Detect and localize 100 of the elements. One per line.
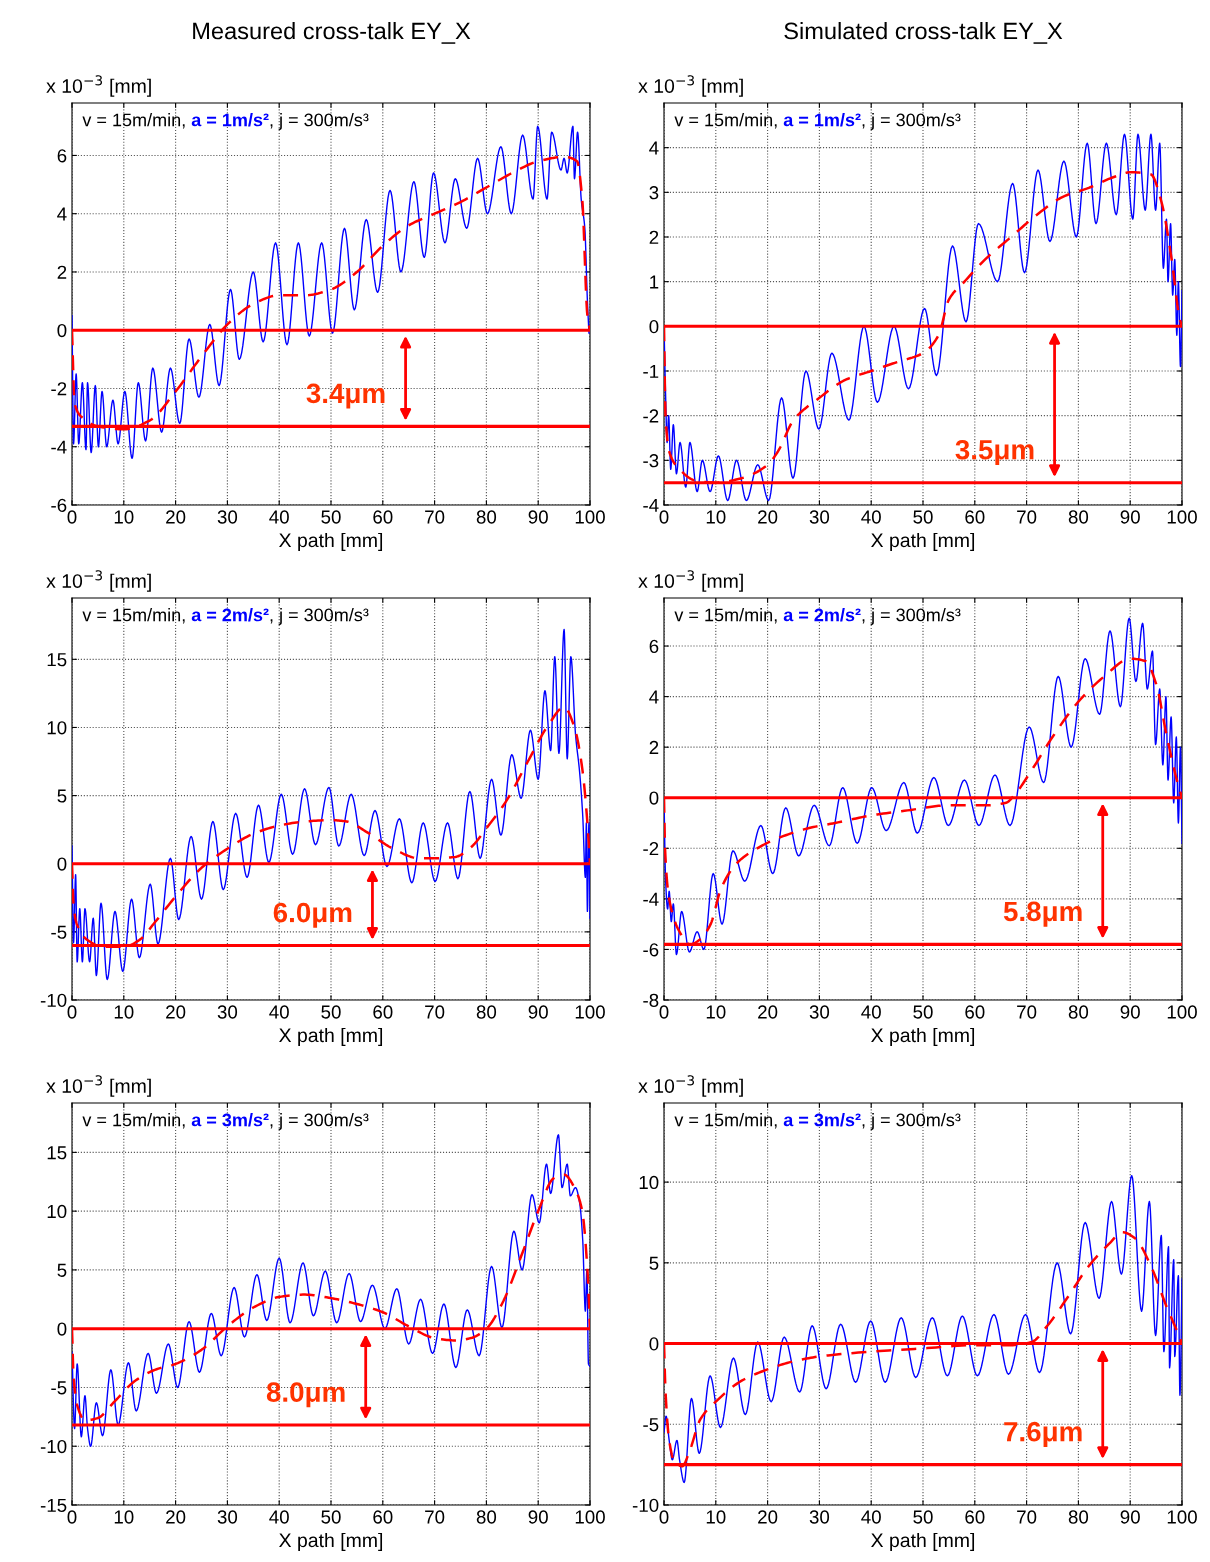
y-tick-label: 5 — [57, 789, 67, 803]
x-tick-label: 100 — [1167, 1510, 1197, 1524]
y-axis-title: x 10$^{−3}$ [mm] — [638, 75, 743, 97]
y-tick-label: -10 — [40, 993, 67, 1007]
y-tick-label: -2 — [643, 842, 659, 856]
text: v = 15m/min, a = 1m/s², j = 300m/s³ — [82, 113, 369, 130]
x-tick-label: 40 — [861, 1005, 881, 1019]
x-tick-label: 70 — [1017, 1005, 1037, 1019]
y-tick-label: 2 — [649, 740, 659, 754]
x-tick-label: 40 — [269, 510, 289, 524]
x-tick-label: 90 — [1120, 1005, 1140, 1019]
y-tick-label: 4 — [649, 141, 659, 155]
y-tick-label: 1 — [650, 275, 659, 289]
x-tick-label: 70 — [425, 1510, 445, 1524]
y-tick-label: 0 — [57, 323, 67, 338]
x-tick-label: 100 — [575, 1510, 605, 1524]
y-tick-label: 0 — [57, 857, 67, 871]
text: v = 15m/min, a = 3m/s², j = 300m/s³ — [674, 1113, 961, 1130]
x-tick-label: 80 — [1068, 1005, 1089, 1019]
y-tick-label: 6 — [649, 639, 659, 654]
x-axis-title: X path [mm] — [279, 1532, 383, 1552]
x-tick-label: 60 — [373, 510, 393, 524]
chart-title: Measured cross-talk EY_X — [193, 22, 471, 44]
x-tick-label: 80 — [476, 1005, 497, 1019]
x-tick-label: 50 — [321, 510, 341, 524]
y-tick-label: 0 — [649, 791, 659, 805]
x-tick-label: 90 — [1120, 1510, 1140, 1524]
x-tick-label: 30 — [217, 510, 238, 524]
x-tick-label: 30 — [217, 1005, 238, 1019]
annotation: 8.0μm — [266, 1382, 345, 1408]
annotation: 7.6μm — [1004, 1421, 1082, 1447]
x-tick-label: 30 — [809, 1510, 830, 1524]
x-tick-label: 30 — [217, 1510, 238, 1524]
y-axis-title: x 10$^{−3}$ [mm] — [638, 1075, 743, 1097]
x-tick-label: 30 — [809, 510, 830, 524]
x-tick-label: 40 — [861, 510, 881, 524]
y-tick-label: -5 — [51, 925, 67, 939]
x-tick-label: 0 — [659, 1005, 669, 1019]
y-tick-label: 5 — [57, 1263, 67, 1277]
x-tick-label: 90 — [1120, 510, 1140, 524]
y-tick-label: -1 — [643, 364, 659, 378]
x-tick-label: 20 — [166, 510, 186, 524]
x-tick-label: 60 — [965, 1510, 985, 1524]
y-axis-title: x 10$^{−3}$ [mm] — [46, 75, 151, 97]
x-tick-label: 0 — [67, 1005, 77, 1019]
x-axis-title: X path [mm] — [871, 532, 975, 552]
y-tick-label: 2 — [649, 230, 659, 244]
x-axis-title: X path [mm] — [279, 532, 383, 552]
x-tick-label: 20 — [758, 1005, 778, 1019]
y-tick-label: 15 — [47, 1146, 67, 1160]
x-tick-label: 20 — [758, 510, 778, 524]
text: v = 15m/min, a = 2m/s², j = 300m/s³ — [82, 608, 369, 625]
y-tick-label: -6 — [643, 943, 659, 957]
annotation: 5.8μm — [1003, 901, 1082, 927]
x-tick-label: 50 — [321, 1510, 341, 1524]
y-tick-label: -8 — [643, 993, 659, 1007]
x-tick-label: 20 — [166, 1005, 186, 1019]
y-tick-label: -5 — [643, 1418, 659, 1432]
x-tick-label: 20 — [758, 1510, 778, 1524]
x-axis-title: X path [mm] — [279, 1027, 383, 1047]
y-tick-label: 5 — [649, 1256, 659, 1270]
x-tick-label: 100 — [1167, 1005, 1197, 1019]
y-tick-label: -4 — [643, 498, 659, 512]
y-axis-title: x 10$^{−3}$ [mm] — [46, 570, 151, 592]
y-tick-label: -4 — [643, 892, 659, 906]
x-tick-label: 80 — [1068, 1510, 1089, 1524]
x-tick-label: 10 — [706, 1005, 726, 1019]
x-tick-label: 40 — [269, 1005, 289, 1019]
y-tick-label: 6 — [57, 149, 67, 163]
x-tick-label: 90 — [528, 1005, 548, 1019]
x-tick-label: 70 — [1017, 510, 1037, 524]
x-tick-label: 10 — [114, 1005, 134, 1019]
x-tick-label: 50 — [913, 1510, 933, 1524]
x-tick-label: 90 — [528, 1510, 548, 1524]
x-tick-label: 0 — [659, 510, 669, 524]
y-tick-label: -2 — [643, 409, 659, 423]
y-tick-label: -15 — [40, 1498, 67, 1512]
x-tick-label: 10 — [114, 1510, 134, 1524]
x-tick-label: 0 — [67, 1510, 77, 1524]
y-tick-label: -5 — [51, 1381, 67, 1395]
x-tick-label: 30 — [809, 1005, 830, 1019]
y-tick-label: 15 — [47, 653, 67, 667]
x-tick-label: 80 — [476, 1510, 497, 1524]
x-tick-label: 10 — [706, 510, 726, 524]
annotation: 6.0μm — [273, 902, 352, 928]
text: v = 15m/min, a = 3m/s², j = 300m/s³ — [82, 1113, 369, 1130]
x-tick-label: 60 — [373, 1005, 393, 1019]
x-tick-label: 50 — [321, 1005, 341, 1019]
y-tick-label: 0 — [649, 320, 659, 334]
x-tick-label: 10 — [114, 510, 134, 524]
y-tick-label: -6 — [51, 498, 67, 512]
x-tick-label: 90 — [528, 510, 548, 524]
chart-title: Simulated cross-talk EY_X — [784, 22, 1063, 44]
y-tick-label: 3 — [649, 186, 659, 200]
x-tick-label: 80 — [1068, 510, 1089, 524]
text: v = 15m/min, a = 2m/s², j = 300m/s³ — [674, 608, 961, 625]
x-tick-label: 80 — [476, 510, 497, 524]
y-tick-label: 2 — [57, 265, 67, 279]
text: v = 15m/min, a = 1m/s², j = 300m/s³ — [674, 113, 961, 130]
x-tick-label: 40 — [861, 1510, 881, 1524]
